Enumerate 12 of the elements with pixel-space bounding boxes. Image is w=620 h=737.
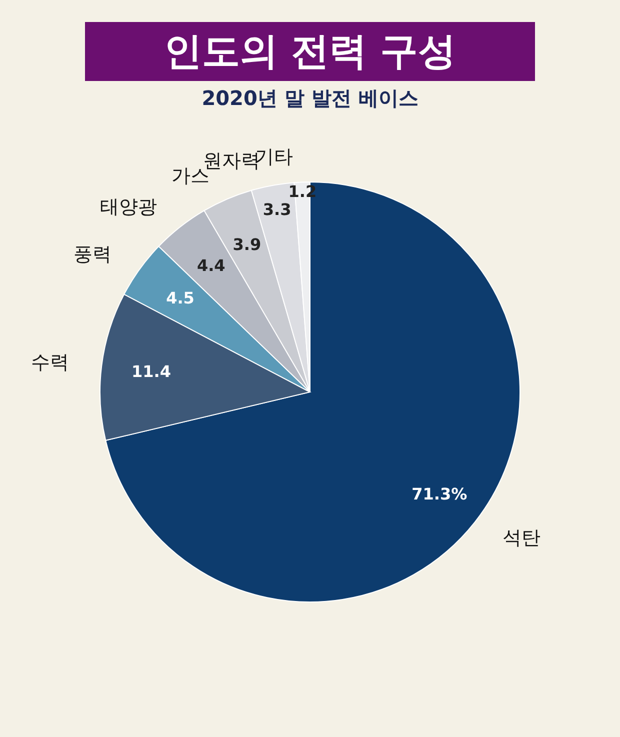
chart-title: 인도의 전력 구성	[85, 22, 535, 81]
chart-subtitle: 2020년 말 발전 베이스	[200, 85, 420, 112]
data-label: 11.4	[132, 362, 172, 381]
slice-label: 석탄	[502, 526, 540, 549]
data-label: 3.9	[232, 234, 262, 254]
data-label: 71.3%	[412, 484, 468, 504]
data-label: 4.5	[166, 288, 194, 308]
slice-label: 태양광	[100, 196, 157, 218]
slice-label: 풍력	[73, 243, 112, 266]
slice-label: 수력	[30, 352, 69, 374]
data-label: 4.4	[196, 256, 226, 276]
data-label: 3.3	[262, 200, 292, 219]
